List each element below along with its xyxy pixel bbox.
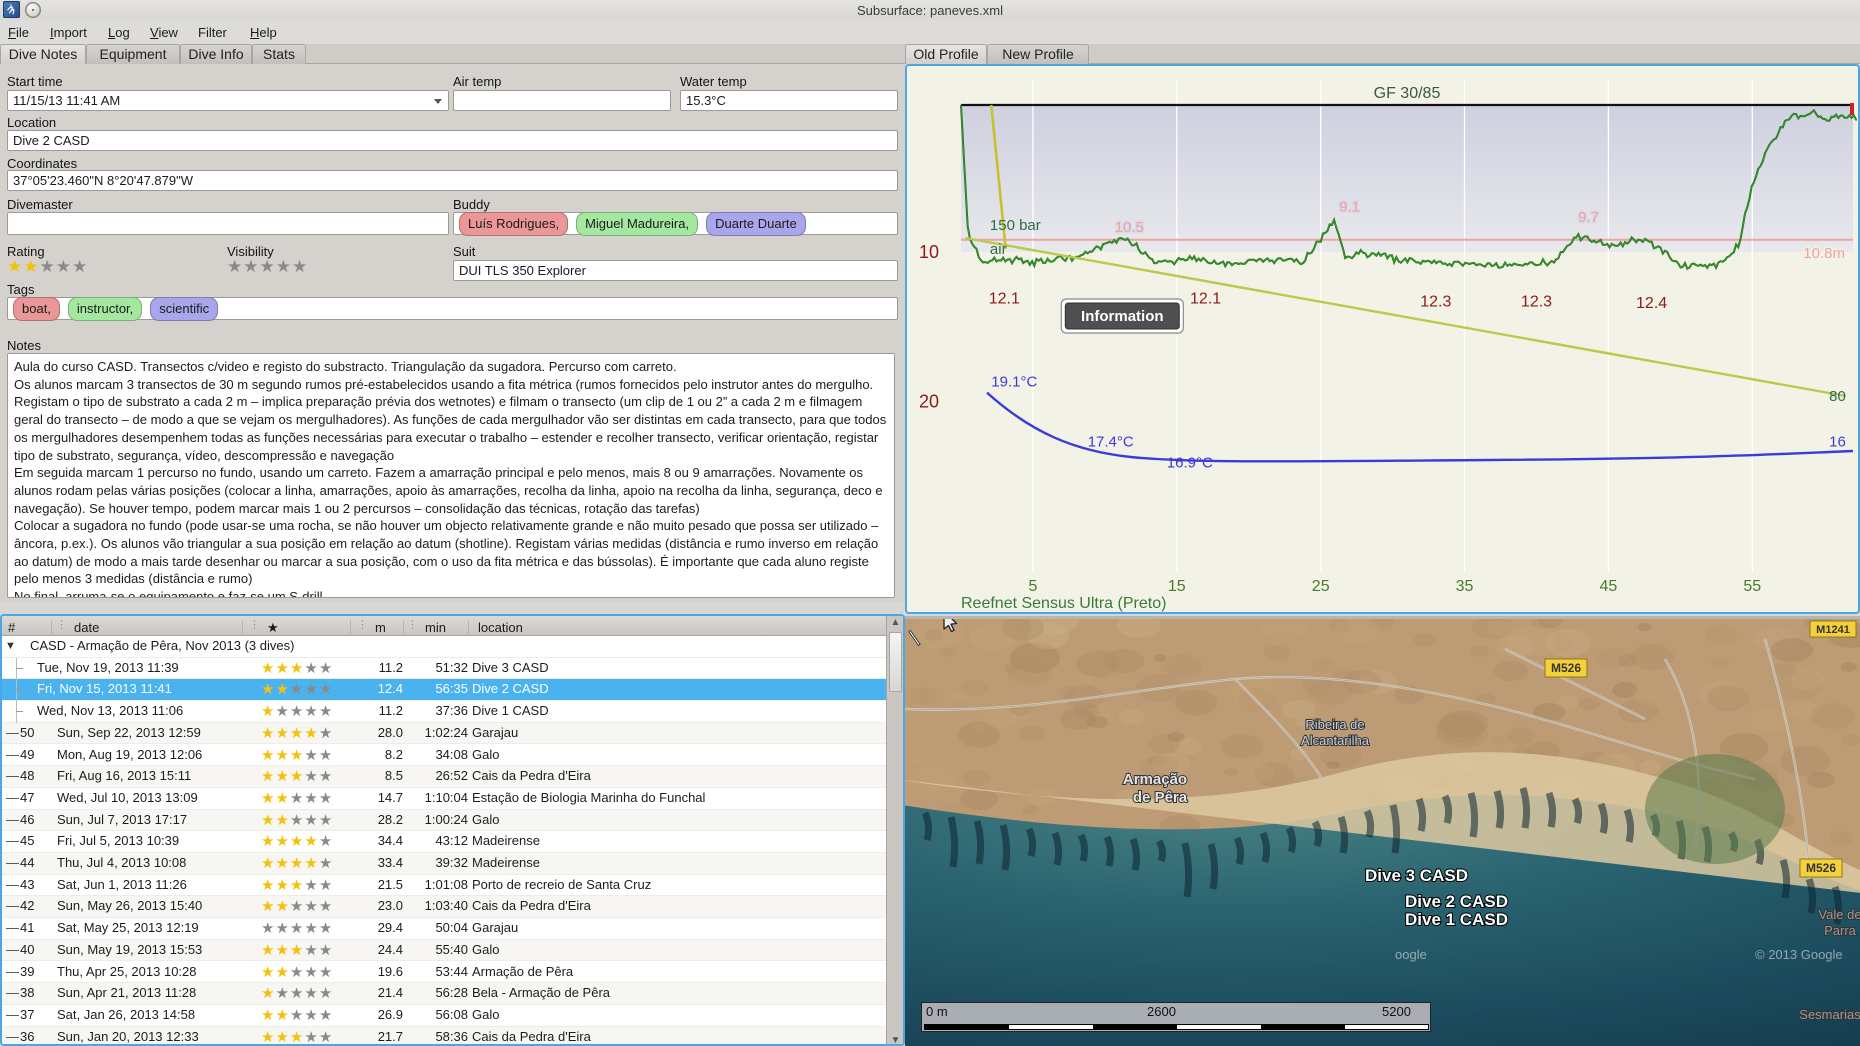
svg-text:19.1°C: 19.1°C: [991, 374, 1037, 391]
svg-text:© 2013 Google: © 2013 Google: [1755, 947, 1843, 962]
svg-text:80: 80: [1829, 388, 1846, 405]
svg-text:10: 10: [919, 242, 939, 262]
svg-text:12.3: 12.3: [1521, 293, 1552, 310]
svg-text:Ribeira de: Ribeira de: [1305, 717, 1364, 732]
svg-text:10.8m: 10.8m: [1803, 245, 1845, 262]
svg-text:16.9°C: 16.9°C: [1167, 455, 1213, 472]
svg-text:Dive 3 CASD: Dive 3 CASD: [1365, 866, 1468, 885]
svg-text:150 bar: 150 bar: [990, 217, 1041, 234]
svg-text:9.7: 9.7: [1578, 209, 1599, 226]
svg-text:Dive 1 CASD: Dive 1 CASD: [1405, 910, 1508, 929]
svg-text:5: 5: [1028, 578, 1037, 595]
svg-text:17.4°C: 17.4°C: [1088, 434, 1134, 451]
svg-text:M526: M526: [1806, 861, 1836, 875]
svg-text:Armação: Armação: [1123, 771, 1187, 788]
svg-text:Information: Information: [1081, 308, 1164, 325]
svg-text:20: 20: [919, 392, 939, 412]
svg-text:16: 16: [1829, 434, 1846, 451]
svg-text:55: 55: [1743, 578, 1761, 595]
svg-text:9.1: 9.1: [1339, 198, 1360, 215]
svg-text:12.1: 12.1: [989, 290, 1020, 307]
svg-text:Reefnet Sensus Ultra (Preto): Reefnet Sensus Ultra (Preto): [961, 595, 1166, 612]
svg-text:Alcantarilha: Alcantarilha: [1301, 733, 1370, 748]
svg-text:Sesmarias: Sesmarias: [1799, 1007, 1860, 1022]
svg-text:45: 45: [1600, 578, 1618, 595]
svg-text:M526: M526: [1551, 661, 1581, 675]
svg-text:air: air: [990, 241, 1007, 258]
svg-text:35: 35: [1456, 578, 1474, 595]
svg-text:M1241: M1241: [1816, 624, 1850, 636]
svg-text:de Pêra: de Pêra: [1133, 789, 1188, 806]
svg-text:GF 30/85: GF 30/85: [1374, 85, 1441, 102]
svg-text:25: 25: [1312, 578, 1330, 595]
svg-text:Dive 2 CASD: Dive 2 CASD: [1405, 892, 1508, 911]
svg-text:12.4: 12.4: [1636, 295, 1667, 312]
svg-text:12.3: 12.3: [1420, 293, 1451, 310]
svg-text:10.5: 10.5: [1115, 219, 1144, 236]
svg-text:oogle: oogle: [1395, 947, 1427, 962]
svg-text:12.1: 12.1: [1190, 290, 1221, 307]
svg-text:Vale de: Vale de: [1818, 907, 1860, 922]
svg-text:Parra: Parra: [1824, 923, 1857, 938]
svg-text:15: 15: [1168, 578, 1186, 595]
